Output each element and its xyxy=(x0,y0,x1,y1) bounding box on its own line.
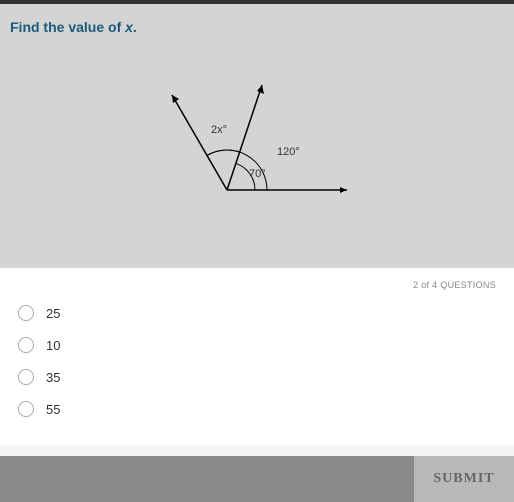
option-2[interactable]: 35 xyxy=(18,369,496,385)
radio-icon xyxy=(18,305,34,321)
options-list: 25 10 35 55 xyxy=(18,305,496,417)
counter-current: 2 xyxy=(413,280,418,290)
outer-angle-label: 120° xyxy=(277,146,300,158)
submit-label: SUBMIT xyxy=(433,471,494,487)
question-panel: Find the value of x. xyxy=(0,4,514,268)
radio-icon xyxy=(18,337,34,353)
angle-diagram: 70° 120° 2x° xyxy=(147,65,367,215)
footer-bar: SUBMIT xyxy=(0,456,514,502)
option-label: 35 xyxy=(46,370,60,385)
option-label: 55 xyxy=(46,402,60,417)
answer-panel: 2 of 4 QUESTIONS 25 10 35 55 xyxy=(0,268,514,445)
radio-icon xyxy=(18,369,34,385)
question-counter: 2 of 4 QUESTIONS xyxy=(18,280,496,290)
option-0[interactable]: 25 xyxy=(18,305,496,321)
inner-angle-label: 70° xyxy=(249,168,266,180)
question-prompt: Find the value of x. xyxy=(10,19,504,35)
prompt-suffix: . xyxy=(133,19,137,35)
radio-icon xyxy=(18,401,34,417)
submit-button[interactable]: SUBMIT xyxy=(414,456,514,502)
prompt-prefix: Find the value of xyxy=(10,19,125,35)
footer-spacer xyxy=(0,456,414,502)
variable-angle-label: 2x° xyxy=(211,124,227,136)
diagram-container: 70° 120° 2x° xyxy=(10,65,504,215)
option-1[interactable]: 10 xyxy=(18,337,496,353)
option-label: 25 xyxy=(46,306,60,321)
option-label: 10 xyxy=(46,338,60,353)
counter-total: 4 xyxy=(432,280,437,290)
prompt-variable: x xyxy=(125,19,133,35)
option-3[interactable]: 55 xyxy=(18,401,496,417)
counter-label: QUESTIONS xyxy=(440,280,496,290)
